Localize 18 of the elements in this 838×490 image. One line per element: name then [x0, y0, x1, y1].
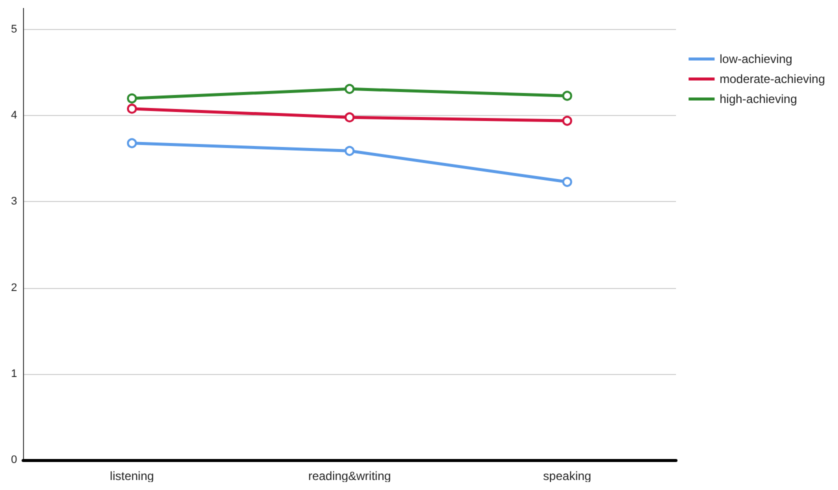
y-tick-label: 4 — [10, 110, 18, 122]
point — [126, 93, 137, 104]
point — [344, 112, 355, 122]
y-tick-label: 0 — [10, 454, 18, 466]
point — [126, 138, 137, 148]
legend-label: high-achieving — [720, 92, 797, 106]
legend-label: moderate-achieving — [720, 72, 826, 86]
point — [562, 90, 572, 101]
point — [562, 116, 572, 126]
point — [344, 84, 355, 94]
y-tick-label: 1 — [10, 368, 18, 380]
point — [344, 146, 355, 156]
point — [562, 176, 572, 187]
y-tick-label: 2 — [10, 282, 18, 294]
y-tick-label: 5 — [10, 24, 18, 36]
legend-label: low-achieving — [720, 52, 792, 66]
point — [126, 104, 137, 114]
y-tick-label: 3 — [10, 196, 18, 208]
